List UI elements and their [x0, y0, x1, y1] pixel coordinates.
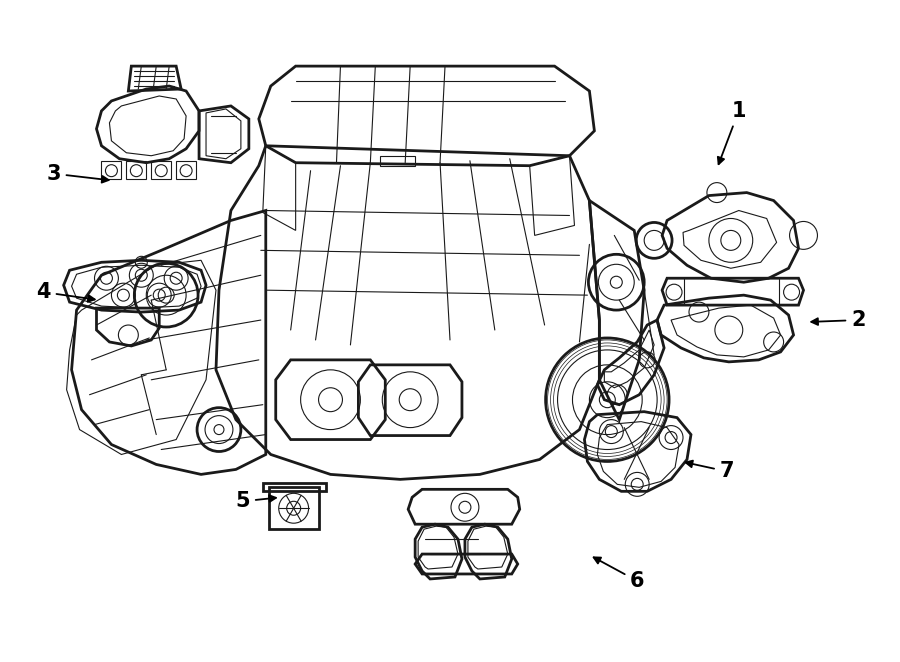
- Text: 7: 7: [686, 461, 734, 481]
- Text: 4: 4: [37, 282, 94, 302]
- Text: 2: 2: [811, 310, 866, 330]
- Text: 6: 6: [594, 557, 644, 591]
- Text: 5: 5: [236, 491, 276, 511]
- Text: 1: 1: [718, 101, 746, 164]
- Text: 3: 3: [47, 164, 109, 183]
